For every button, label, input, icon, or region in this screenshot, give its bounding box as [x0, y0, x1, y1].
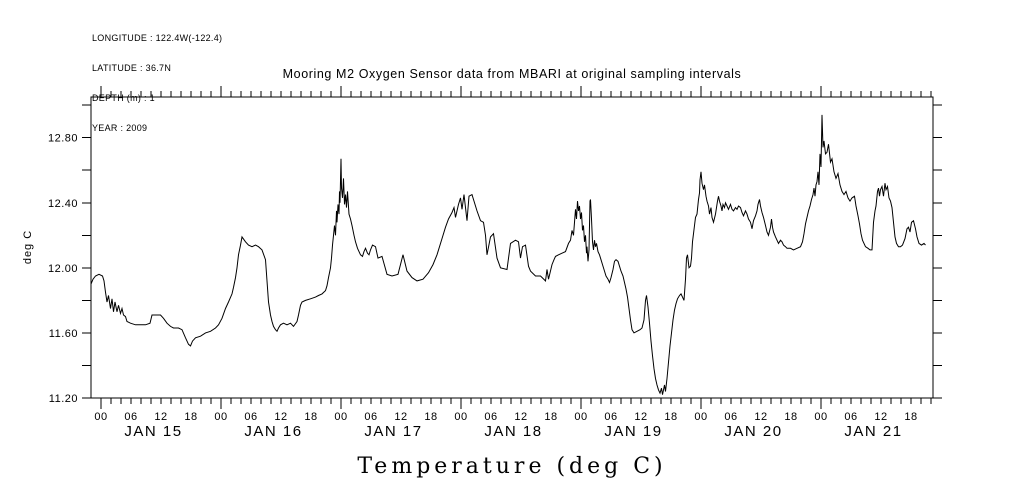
x-hour-label: 00	[454, 411, 467, 423]
metadata-depth: DEPTH (m) : 1	[92, 93, 155, 103]
x-hour-label: 12	[634, 411, 647, 423]
x-day-label: JAN 18	[484, 423, 542, 440]
x-hour-label: 00	[574, 411, 587, 423]
x-day-label: JAN 16	[244, 423, 302, 440]
y-tick-label: 12.00	[48, 263, 78, 275]
x-hour-label: 06	[844, 411, 857, 423]
x-hour-label: 12	[514, 411, 527, 423]
y-tick-label: 12.80	[48, 133, 78, 145]
metadata-longitude: LONGITUDE : 122.4W(-122.4)	[92, 33, 223, 43]
x-hour-label: 00	[214, 411, 227, 423]
x-day-label: JAN 19	[604, 423, 662, 440]
x-hour-label: 18	[904, 411, 917, 423]
x-hour-label: 06	[244, 411, 257, 423]
y-tick-label: 12.40	[48, 198, 78, 210]
metadata-latitude: LATITUDE : 36.7N	[92, 63, 172, 73]
y-tick-label: 11.60	[49, 328, 78, 340]
x-hour-label: 18	[544, 411, 557, 423]
x-hour-label: 12	[754, 411, 767, 423]
x-hour-label: 00	[94, 411, 107, 423]
x-hour-label: 06	[364, 411, 377, 423]
x-hour-label: 18	[304, 411, 317, 423]
x-hour-label: 00	[694, 411, 707, 423]
metadata-year: YEAR : 2009	[92, 123, 148, 133]
plot-frame	[90, 96, 934, 399]
x-hour-label: 06	[124, 411, 137, 423]
temperature-line	[90, 114, 926, 395]
chart-title: Mooring M2 Oxygen Sensor data from MBARI…	[282, 67, 742, 81]
x-hour-label: 06	[484, 411, 497, 423]
x-hour-label: 18	[784, 411, 797, 423]
x-hour-label: 00	[334, 411, 347, 423]
x-hour-label: 12	[394, 411, 407, 423]
y-tick-label: 11.20	[49, 393, 78, 405]
x-day-label: JAN 20	[724, 423, 782, 440]
x-hour-label: 12	[874, 411, 887, 423]
x-day-label: JAN 21	[844, 423, 902, 440]
x-hour-label: 06	[724, 411, 737, 423]
x-hour-label: 00	[814, 411, 827, 423]
x-day-label: JAN 17	[364, 423, 422, 440]
metadata-block: LONGITUDE : 122.4W(-122.4) LATITUDE : 36…	[92, 13, 222, 153]
x-hour-label: 18	[184, 411, 197, 423]
x-hour-label: 06	[604, 411, 617, 423]
x-hour-label: 12	[274, 411, 287, 423]
x-hour-label: 18	[424, 411, 437, 423]
x-hour-label: 18	[664, 411, 677, 423]
x-hour-label: 12	[154, 411, 167, 423]
x-day-label: JAN 15	[124, 423, 182, 440]
x-axis-title: Temperature (deg C)	[357, 454, 667, 479]
